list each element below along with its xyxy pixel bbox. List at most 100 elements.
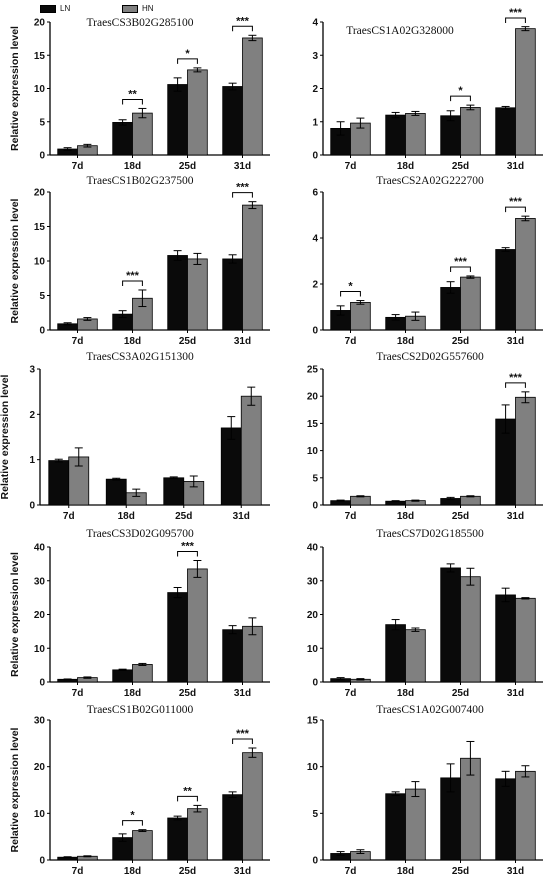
significance-bracket xyxy=(340,291,361,297)
y-tick-label: 0 xyxy=(39,326,45,337)
x-tick-label: 31d xyxy=(234,336,251,347)
bar-ln xyxy=(222,794,243,861)
significance-bracket xyxy=(177,58,198,64)
y-tick-label: 0 xyxy=(312,501,318,512)
y-axis-label: Relative expression level xyxy=(0,374,11,499)
x-tick-label: 18d xyxy=(397,511,414,522)
bar-ln xyxy=(167,255,188,331)
x-tick-label: 25d xyxy=(175,511,192,522)
bar-ln xyxy=(112,669,133,683)
significance-marker: * xyxy=(185,48,190,60)
y-tick-label: 20 xyxy=(34,18,46,29)
y-tick-label: 2 xyxy=(29,410,35,421)
y-axis-label: Relative expression level xyxy=(9,727,21,852)
y-tick-label: 20 xyxy=(34,188,46,199)
chart-panel-6: 0 5 10 15 20 25 TraesCS2D02G557600 7d 18d 25d 31d *… xyxy=(307,351,543,522)
bar-hn xyxy=(515,28,536,156)
significance-marker: * xyxy=(130,810,135,822)
bar-ln xyxy=(440,287,461,331)
y-tick-label: 1 xyxy=(29,455,35,466)
x-tick-label: 31d xyxy=(507,161,524,172)
chart-title: TraesCS3A02G151300 xyxy=(86,351,194,363)
chart-panel-8: 0 10 20 30 40 TraesCS7D02G185500 7d 18d 25d 31d xyxy=(307,528,543,699)
bar-ln xyxy=(167,817,188,861)
y-tick-label: 3 xyxy=(312,51,318,62)
x-tick-label: 18d xyxy=(124,161,141,172)
bar-ln xyxy=(48,460,70,506)
legend-label-ln: LN xyxy=(60,4,71,13)
y-tick-label: 30 xyxy=(34,576,46,587)
y-tick-label: 20 xyxy=(34,762,46,773)
bar-ln xyxy=(385,114,406,156)
chart-title: TraesCS3D02G095700 xyxy=(86,528,194,540)
y-tick-label: 10 xyxy=(34,257,46,268)
x-tick-label: 25d xyxy=(179,866,196,877)
bar-ln xyxy=(385,624,406,683)
x-tick-label: 25d xyxy=(179,161,196,172)
y-tick-label: 5 xyxy=(312,809,318,820)
bar-ln xyxy=(105,478,127,506)
chart-title: TraesCS1A02G328000 xyxy=(346,25,454,37)
x-tick-label: 7d xyxy=(345,511,357,522)
significance-bracket xyxy=(232,25,253,32)
y-tick-label: 0 xyxy=(312,856,318,867)
bar-hn xyxy=(132,664,153,683)
x-tick-label: 18d xyxy=(397,336,414,347)
bar-ln xyxy=(495,249,516,331)
significance-marker: ** xyxy=(183,785,192,797)
bar-hn xyxy=(187,69,208,156)
x-tick-label: 25d xyxy=(452,161,469,172)
bar-ln xyxy=(112,122,133,156)
chart-title: TraesCS1A02G007400 xyxy=(376,704,484,716)
x-tick-label: 31d xyxy=(234,688,251,699)
x-tick-label: 7d xyxy=(72,336,84,347)
y-tick-label: 15 xyxy=(307,716,319,727)
y-tick-label: 10 xyxy=(34,644,46,655)
significance-bracket xyxy=(232,738,253,744)
y-tick-label: 0 xyxy=(312,326,318,337)
y-tick-label: 10 xyxy=(34,84,46,95)
significance-bracket xyxy=(505,382,526,388)
y-tick-label: 20 xyxy=(34,610,46,621)
x-tick-label: 7d xyxy=(63,511,75,522)
bar-hn xyxy=(515,396,536,506)
significance-marker: *** xyxy=(236,15,250,27)
bar-ln xyxy=(440,115,461,156)
legend-item-ln: LN xyxy=(40,4,70,13)
y-tick-label: 15 xyxy=(34,51,46,62)
x-tick-label: 7d xyxy=(345,688,357,699)
significance-marker: *** xyxy=(181,541,195,553)
significance-bracket xyxy=(505,17,526,23)
legend: LN HN xyxy=(40,4,240,18)
x-tick-label: 25d xyxy=(452,336,469,347)
significance-marker: *** xyxy=(509,372,523,384)
significance-bracket xyxy=(450,95,471,102)
bar-ln xyxy=(222,629,243,683)
y-tick-label: 30 xyxy=(34,716,46,727)
y-tick-label: 25 xyxy=(307,365,319,376)
y-tick-label: 40 xyxy=(34,543,46,554)
significance-bracket xyxy=(450,266,471,272)
bar-hn xyxy=(515,597,536,683)
x-tick-label: 31d xyxy=(507,511,524,522)
x-tick-label: 18d xyxy=(118,511,135,522)
bar-hn xyxy=(240,395,262,506)
significance-bracket xyxy=(122,98,143,105)
y-tick-label: 15 xyxy=(34,222,46,233)
significance-marker: *** xyxy=(126,270,140,282)
y-tick-label: 5 xyxy=(312,473,318,484)
x-tick-label: 31d xyxy=(507,336,524,347)
y-tick-label: 10 xyxy=(307,762,319,773)
chart-title: TraesCS1B02G011000 xyxy=(87,704,194,716)
y-tick-label: 0 xyxy=(29,501,35,512)
bar-hn xyxy=(187,808,208,861)
x-tick-label: 31d xyxy=(234,866,251,877)
y-tick-label: 5 xyxy=(39,117,45,128)
y-tick-label: 4 xyxy=(312,234,318,245)
significance-marker: *** xyxy=(454,256,468,268)
bar-hn xyxy=(132,112,153,156)
bar-ln xyxy=(222,258,243,331)
y-tick-label: 5 xyxy=(39,291,45,302)
